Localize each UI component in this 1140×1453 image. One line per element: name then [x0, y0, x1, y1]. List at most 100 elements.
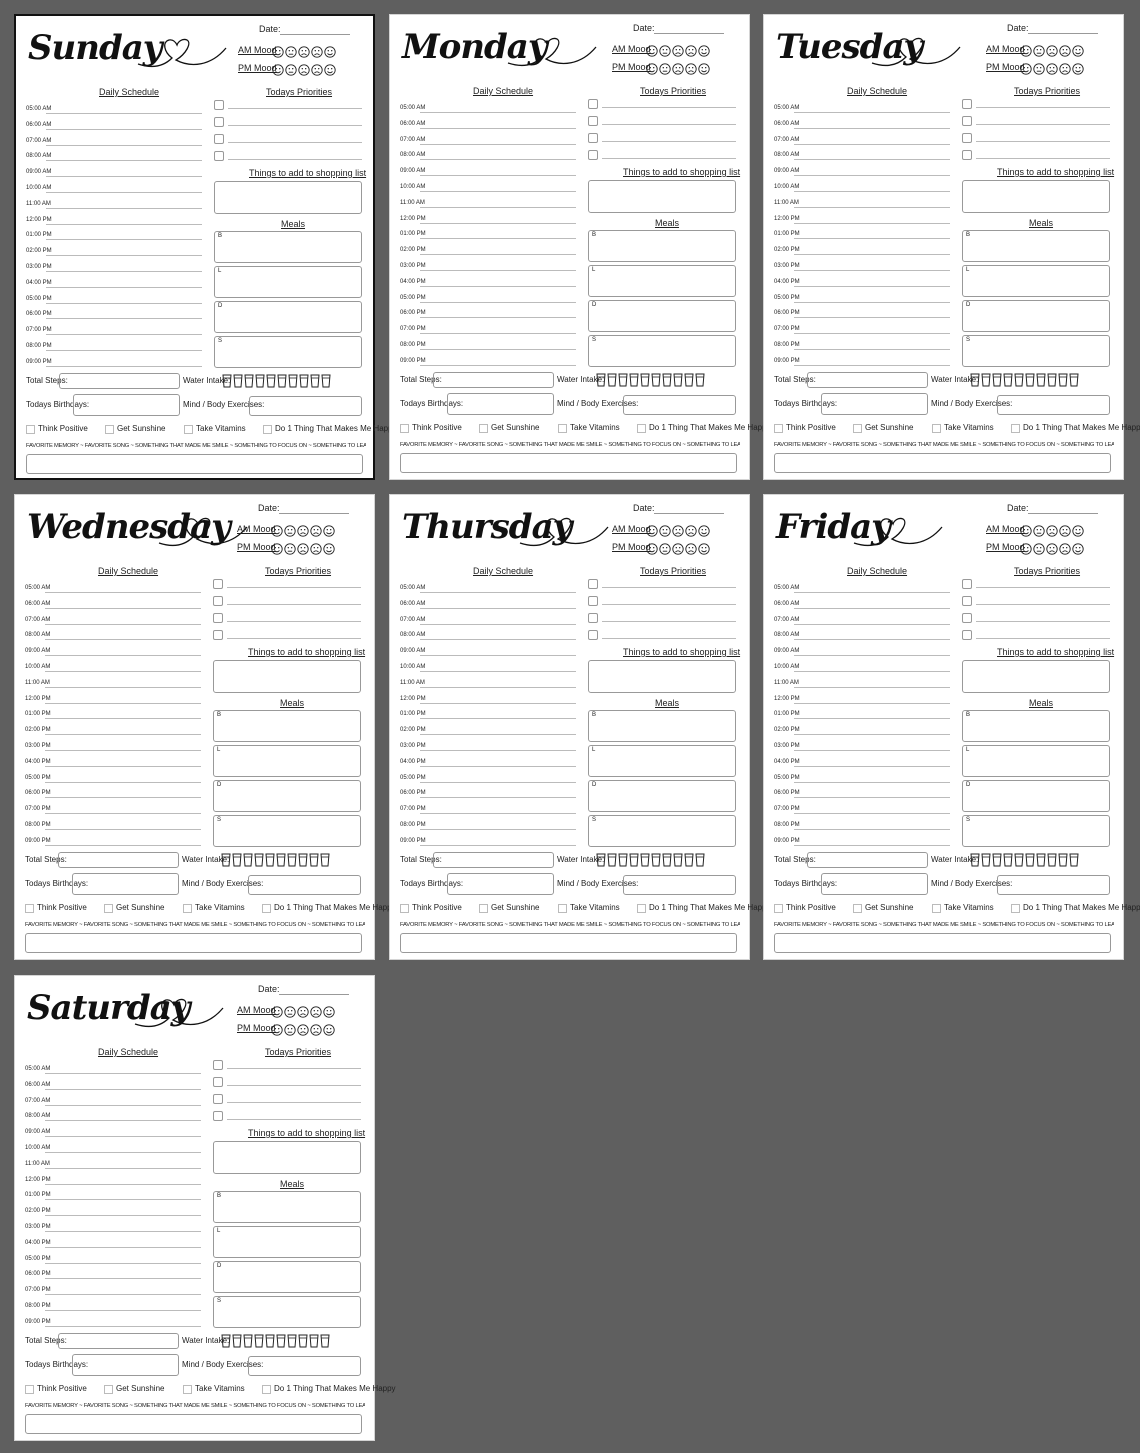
water-cup-icon[interactable]: [1014, 853, 1024, 867]
meal-box-d[interactable]: D: [588, 780, 736, 812]
habit-checkbox[interactable]: [184, 425, 193, 434]
schedule-line[interactable]: [420, 159, 576, 161]
water-cup-icon[interactable]: [1025, 373, 1035, 387]
habit-checkbox[interactable]: [932, 904, 941, 913]
priority-line[interactable]: [976, 158, 1110, 159]
sad-face-icon[interactable]: [310, 542, 322, 555]
sad-face-icon[interactable]: [1059, 44, 1071, 57]
schedule-line[interactable]: [46, 176, 202, 178]
schedule-line[interactable]: [794, 671, 950, 672]
happy-face-icon[interactable]: [1020, 44, 1032, 57]
priority-checkbox[interactable]: [962, 150, 972, 160]
schedule-line[interactable]: [45, 1325, 201, 1327]
happy-face-icon[interactable]: [646, 542, 658, 555]
water-cup-icon[interactable]: [1014, 373, 1024, 387]
schedule-line[interactable]: [420, 317, 576, 319]
neutral-face-icon[interactable]: [284, 542, 296, 555]
schedule-line[interactable]: [420, 718, 576, 720]
happy-face-icon[interactable]: [1020, 524, 1032, 537]
schedule-line[interactable]: [420, 607, 576, 609]
neutral-face-icon[interactable]: [284, 1023, 296, 1036]
sad-face-icon[interactable]: [685, 542, 697, 555]
total-steps-field[interactable]: [58, 1333, 179, 1349]
schedule-line[interactable]: [45, 734, 201, 736]
todays-birthdays-field[interactable]: [821, 393, 928, 415]
todays-birthdays-field[interactable]: [447, 873, 554, 895]
schedule-line[interactable]: [794, 349, 950, 350]
water-cup-icon[interactable]: [596, 853, 606, 867]
schedule-line[interactable]: [794, 734, 950, 736]
habit-checkbox[interactable]: [400, 904, 409, 913]
water-cup-icon[interactable]: [651, 373, 661, 387]
schedule-line[interactable]: [794, 112, 950, 113]
priority-checkbox[interactable]: [962, 133, 972, 143]
schedule-line[interactable]: [794, 718, 950, 720]
schedule-line[interactable]: [45, 655, 201, 657]
schedule-line[interactable]: [420, 829, 576, 830]
schedule-line[interactable]: [794, 270, 950, 271]
water-cup-icon[interactable]: [981, 853, 991, 867]
water-cup-icon[interactable]: [607, 373, 617, 387]
priority-line[interactable]: [227, 1085, 361, 1086]
priority-row[interactable]: [213, 613, 361, 623]
schedule-line[interactable]: [45, 1167, 201, 1169]
habit-checkbox[interactable]: [558, 424, 567, 433]
priority-row[interactable]: [588, 133, 736, 143]
water-cup-icon[interactable]: [277, 374, 287, 388]
habit-checkbox[interactable]: [263, 425, 272, 434]
shopping-list-box[interactable]: [214, 181, 362, 214]
schedule-line[interactable]: [46, 302, 202, 304]
priority-checkbox[interactable]: [214, 117, 224, 127]
sad-face-icon[interactable]: [1046, 62, 1058, 75]
priority-row[interactable]: [962, 613, 1110, 623]
happy-face-icon[interactable]: [1072, 524, 1084, 537]
priority-row[interactable]: [962, 99, 1110, 109]
priority-line[interactable]: [976, 141, 1110, 142]
happy-face-icon[interactable]: [646, 44, 658, 57]
priority-row[interactable]: [962, 150, 1110, 160]
meal-box-d[interactable]: D: [962, 780, 1110, 812]
priority-row[interactable]: [588, 613, 736, 623]
schedule-line[interactable]: [46, 271, 202, 272]
happy-face-icon[interactable]: [646, 524, 658, 537]
priority-line[interactable]: [227, 1119, 361, 1120]
todays-birthdays-field[interactable]: [821, 873, 928, 895]
schedule-line[interactable]: [420, 333, 576, 335]
schedule-line[interactable]: [420, 797, 576, 799]
water-cup-icon[interactable]: [695, 373, 705, 387]
happy-face-icon[interactable]: [271, 1005, 283, 1018]
habit-checkbox[interactable]: [853, 904, 862, 913]
neutral-face-icon[interactable]: [284, 1005, 296, 1018]
priority-checkbox[interactable]: [962, 596, 972, 606]
schedule-line[interactable]: [794, 127, 950, 129]
sad-face-icon[interactable]: [1046, 542, 1058, 555]
schedule-line[interactable]: [420, 734, 576, 736]
schedule-line[interactable]: [46, 365, 202, 367]
water-cup-icon[interactable]: [1069, 853, 1079, 867]
happy-face-icon[interactable]: [698, 542, 710, 555]
water-cup-icon[interactable]: [265, 1334, 275, 1348]
schedule-line[interactable]: [794, 175, 950, 177]
schedule-line[interactable]: [45, 1152, 201, 1153]
meal-box-d[interactable]: D: [588, 300, 736, 332]
habit-checkbox[interactable]: [637, 904, 646, 913]
priority-line[interactable]: [976, 124, 1110, 125]
water-cup-icon[interactable]: [287, 853, 297, 867]
priority-row[interactable]: [214, 117, 362, 127]
water-cup-icon[interactable]: [1069, 373, 1079, 387]
planner-page-saturday[interactable]: Saturday Date: AM Mood PM Mood Daily Schedul…: [14, 975, 396, 1441]
priority-row[interactable]: [588, 596, 736, 606]
priority-checkbox[interactable]: [962, 613, 972, 623]
neutral-face-icon[interactable]: [1033, 524, 1045, 537]
reflection-box[interactable]: [25, 1414, 362, 1434]
planner-page-tuesday[interactable]: Tuesday Date: AM Mood PM Mood Daily Schedule…: [763, 14, 1140, 480]
shopping-list-box[interactable]: [962, 180, 1110, 213]
schedule-line[interactable]: [46, 239, 202, 241]
schedule-line[interactable]: [45, 813, 201, 815]
schedule-line[interactable]: [794, 797, 950, 799]
date-field[interactable]: [654, 33, 724, 34]
habit-checkbox[interactable]: [105, 425, 114, 434]
planner-page-wednesday[interactable]: Wednesday Date: AM Mood PM Mood Daily Schedu…: [14, 494, 396, 960]
neutral-face-icon[interactable]: [659, 524, 671, 537]
neutral-face-icon[interactable]: [284, 524, 296, 537]
